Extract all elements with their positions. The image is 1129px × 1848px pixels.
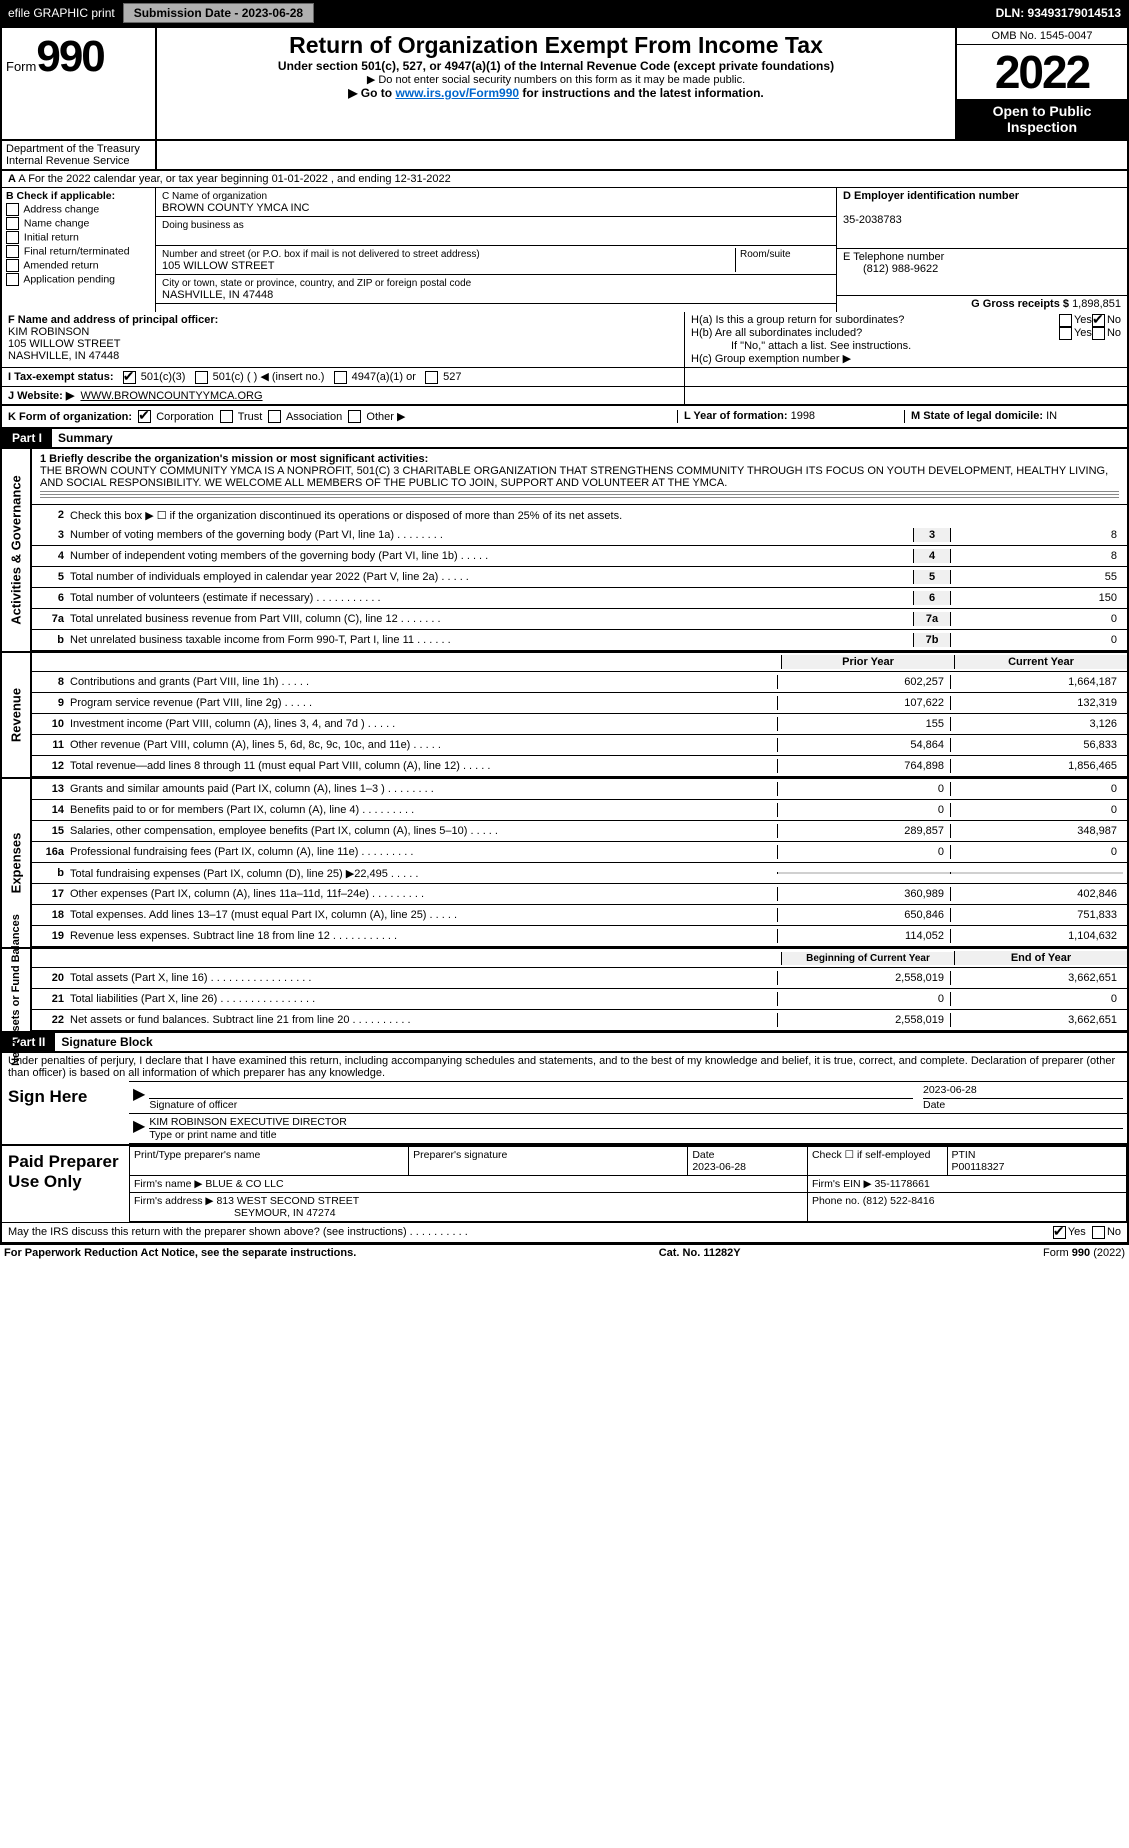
chk-ha-no[interactable] — [1092, 314, 1105, 327]
data-line: 20Total assets (Part X, line 16) . . . .… — [32, 968, 1127, 989]
curr-year-hdr: Current Year — [954, 655, 1127, 669]
gov-line: 6Total number of volunteers (estimate if… — [32, 588, 1127, 609]
chk-initial[interactable]: Initial return — [6, 231, 151, 244]
chk-501c3[interactable] — [123, 371, 136, 384]
subtitle: Under section 501(c), 527, or 4947(a)(1)… — [167, 59, 945, 73]
box-f: F Name and address of principal officer:… — [2, 312, 684, 367]
top-bar: efile GRAPHIC print Submission Date - 20… — [0, 0, 1129, 26]
data-line: 11Other revenue (Part VIII, column (A), … — [32, 735, 1127, 756]
tax-year: 2022 — [957, 45, 1127, 99]
form-number: 990 — [36, 32, 103, 81]
box-i: I Tax-exempt status: 501(c)(3) 501(c) ( … — [2, 368, 684, 386]
main-title: Return of Organization Exempt From Incom… — [167, 32, 945, 59]
data-line: 12Total revenue—add lines 8 through 11 (… — [32, 756, 1127, 777]
box-h: H(a) Is this a group return for subordin… — [684, 312, 1127, 367]
gov-line: bNet unrelated business taxable income f… — [32, 630, 1127, 651]
gross-receipts: 1,898,851 — [1072, 298, 1121, 310]
chk-final[interactable]: Final return/terminated — [6, 245, 151, 258]
mission-block: 1 Briefly describe the organization's mi… — [32, 449, 1127, 505]
end-year-hdr: End of Year — [954, 951, 1127, 965]
gov-line: 7aTotal unrelated business revenue from … — [32, 609, 1127, 630]
irs-link[interactable]: www.irs.gov/Form990 — [395, 86, 519, 100]
arrow-icon: ▶ — [133, 1116, 145, 1141]
data-line: 9Program service revenue (Part VIII, lin… — [32, 693, 1127, 714]
dln-label: DLN: 93493179014513 — [996, 6, 1121, 20]
side-revenue: Revenue — [2, 653, 32, 777]
data-line: bTotal fundraising expenses (Part IX, co… — [32, 863, 1127, 884]
omb: OMB No. 1545-0047 — [957, 28, 1127, 45]
gov-line: 2Check this box ▶ ☐ if the organization … — [32, 505, 1127, 525]
box-l: L Year of formation: 1998 — [677, 410, 904, 424]
data-line: 18Total expenses. Add lines 13–17 (must … — [32, 905, 1127, 926]
data-line: 19Revenue less expenses. Subtract line 1… — [32, 926, 1127, 947]
data-line: 10Investment income (Part VIII, column (… — [32, 714, 1127, 735]
chk-corp[interactable] — [138, 410, 151, 423]
submission-date-btn[interactable]: Submission Date - 2023-06-28 — [123, 3, 314, 23]
year-cell: OMB No. 1545-0047 2022 Open to Public In… — [955, 28, 1127, 139]
part1-hdr: Part I — [2, 429, 52, 447]
firm-ein: 35-1178661 — [875, 1178, 930, 1190]
gov-line: 5Total number of individuals employed in… — [32, 567, 1127, 588]
note2: ▶ Go to www.irs.gov/Form990 for instruct… — [167, 86, 945, 100]
chk-discuss-no[interactable] — [1092, 1226, 1105, 1239]
gov-line: 3Number of voting members of the governi… — [32, 525, 1127, 546]
ptin: P00118327 — [952, 1161, 1005, 1173]
data-line: 16aProfessional fundraising fees (Part I… — [32, 842, 1127, 863]
side-governance: Activities & Governance — [2, 449, 32, 651]
efile-label: efile GRAPHIC print — [8, 6, 115, 20]
city: NASHVILLE, IN 47448 — [162, 289, 273, 301]
footer: For Paperwork Reduction Act Notice, see … — [0, 1244, 1129, 1261]
penalty-text: Under penalties of perjury, I declare th… — [0, 1053, 1129, 1081]
form-prefix: Form — [6, 59, 36, 74]
prep-phone: (812) 522-8416 — [863, 1195, 935, 1207]
box-de: D Employer identification number 35-2038… — [836, 188, 1127, 312]
chk-name[interactable]: Name change — [6, 217, 151, 230]
street: 105 WILLOW STREET — [162, 260, 274, 272]
row-a: A A For the 2022 calendar year, or tax y… — [0, 171, 1129, 188]
box-j: J Website: ▶ WWW.BROWNCOUNTYYMCA.ORG — [2, 387, 684, 404]
preparer-table: Print/Type preparer's name Preparer's si… — [129, 1146, 1127, 1222]
form-number-cell: Form990 — [2, 28, 157, 139]
beg-year-hdr: Beginning of Current Year — [781, 952, 954, 965]
paid-preparer-label: Paid Preparer Use Only — [2, 1146, 129, 1222]
data-line: 22Net assets or fund balances. Subtract … — [32, 1010, 1127, 1031]
sign-date: 2023-06-28 — [923, 1084, 1123, 1099]
chk-address[interactable]: Address change — [6, 203, 151, 216]
box-m: M State of legal domicile: IN — [904, 410, 1121, 424]
arrow-icon: ▶ — [133, 1084, 145, 1111]
data-line: 14Benefits paid to or for members (Part … — [32, 800, 1127, 821]
phone: (812) 988-9622 — [843, 263, 938, 275]
org-name: BROWN COUNTY YMCA INC — [162, 202, 310, 214]
data-line: 21Total liabilities (Part X, line 26) . … — [32, 989, 1127, 1010]
box-c: C Name of organization BROWN COUNTY YMCA… — [156, 188, 836, 312]
sign-here-label: Sign Here — [2, 1081, 129, 1144]
ein: 35-2038783 — [843, 214, 902, 226]
box-k: K Form of organization: Corporation Trus… — [8, 410, 677, 424]
chk-pending[interactable]: Application pending — [6, 273, 151, 286]
box-b: B Check if applicable: Address change Na… — [2, 188, 156, 312]
data-line: 15Salaries, other compensation, employee… — [32, 821, 1127, 842]
title-cell: Return of Organization Exempt From Incom… — [157, 28, 955, 139]
chk-discuss-yes[interactable] — [1053, 1226, 1066, 1239]
open-public: Open to Public Inspection — [957, 99, 1127, 139]
data-line: 17Other expenses (Part IX, column (A), l… — [32, 884, 1127, 905]
side-netassets: Net Assets or Fund Balances — [2, 949, 32, 1031]
part2-title: Signature Block — [61, 1035, 152, 1049]
mission-text: THE BROWN COUNTY COMMUNITY YMCA IS A NON… — [40, 465, 1108, 489]
part1-title: Summary — [58, 431, 113, 445]
data-line: 8Contributions and grants (Part VIII, li… — [32, 672, 1127, 693]
gov-line: 4Number of independent voting members of… — [32, 546, 1127, 567]
website-link[interactable]: WWW.BROWNCOUNTYYMCA.ORG — [80, 390, 262, 402]
data-line: 13Grants and similar amounts paid (Part … — [32, 779, 1127, 800]
officer-name: KIM ROBINSON EXECUTIVE DIRECTOR — [149, 1116, 1123, 1129]
note1: ▶ Do not enter social security numbers o… — [167, 73, 945, 86]
discuss-row: May the IRS discuss this return with the… — [2, 1222, 1127, 1242]
prior-year-hdr: Prior Year — [781, 655, 954, 669]
dept-cell: Department of the Treasury Internal Reve… — [2, 141, 157, 169]
firm-name: BLUE & CO LLC — [205, 1178, 283, 1190]
chk-amended[interactable]: Amended return — [6, 259, 151, 272]
